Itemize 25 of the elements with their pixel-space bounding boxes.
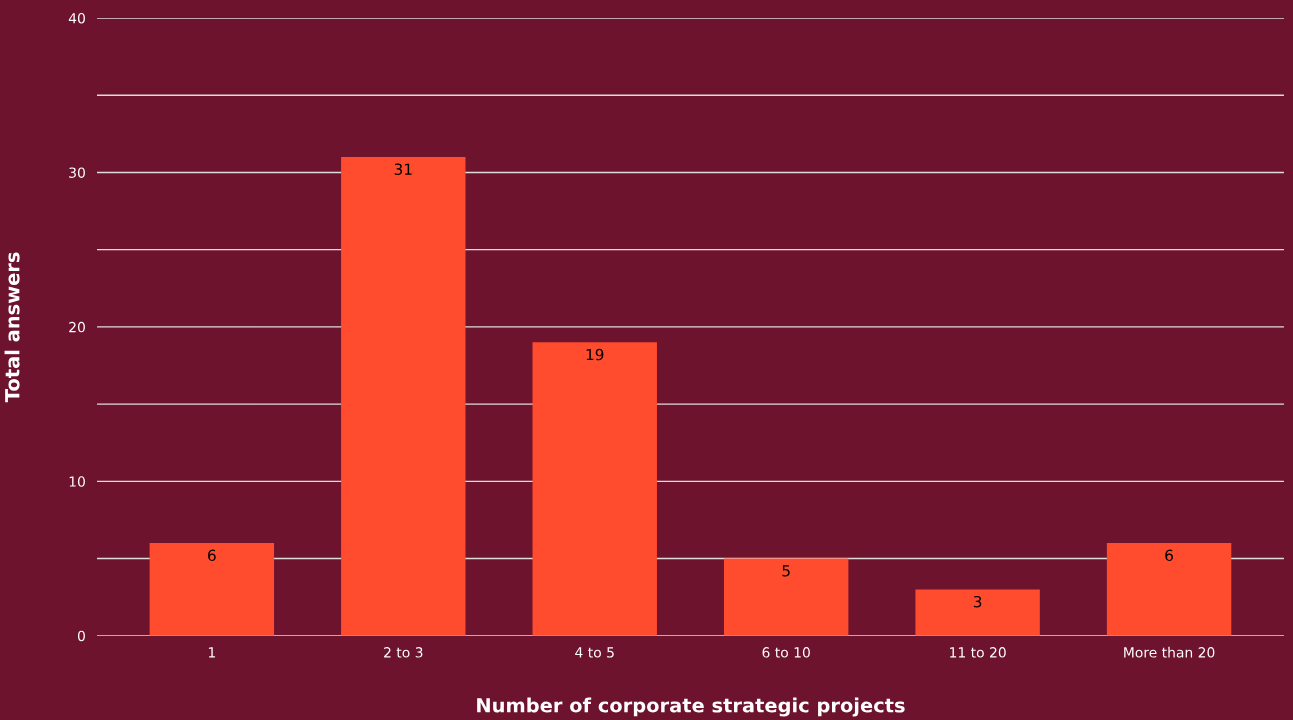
bar xyxy=(723,558,849,636)
data-label: 31 xyxy=(394,163,412,175)
y-axis-title: Total answers xyxy=(4,252,20,403)
y-tick-label: 40 xyxy=(68,12,85,24)
y-tick-label: 20 xyxy=(69,321,85,333)
x-tick-label: 11 to 20 xyxy=(950,647,1006,658)
data-label: 6 xyxy=(208,549,216,562)
x-tick-label: More than 20 xyxy=(1124,646,1215,658)
bar xyxy=(341,157,466,636)
x-tick-label: 4 to 5 xyxy=(575,647,614,658)
bar xyxy=(1106,543,1232,636)
x-tick-label: 2 to 3 xyxy=(384,647,423,658)
data-label: 19 xyxy=(586,348,604,361)
y-tick-label: 30 xyxy=(69,167,85,178)
bar xyxy=(532,342,657,636)
bar xyxy=(915,589,1040,636)
x-axis-title: Number of corporate strategic projects xyxy=(477,697,905,717)
x-tick-label: 1 xyxy=(208,647,215,658)
data-label: 3 xyxy=(973,595,982,608)
data-label: 5 xyxy=(782,565,790,577)
bar xyxy=(149,543,275,636)
x-tick-label: 6 to 10 xyxy=(762,647,810,658)
y-tick-label: 10 xyxy=(69,476,85,487)
data-label: 6 xyxy=(1165,549,1173,562)
y-tick-label: 0 xyxy=(77,630,85,642)
